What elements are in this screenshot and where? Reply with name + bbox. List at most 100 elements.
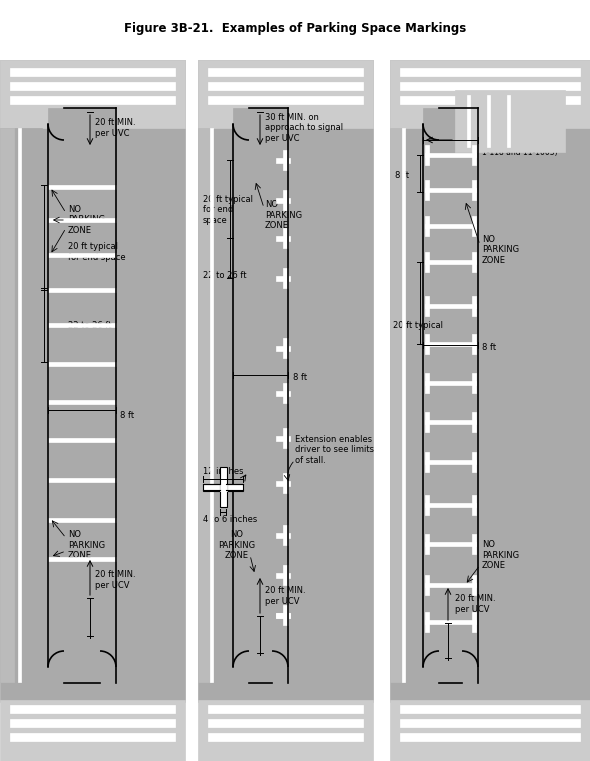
Bar [472,612,476,632]
Bar [425,188,476,192]
Bar [472,296,476,316]
Bar [198,700,373,761]
Bar [487,95,490,147]
Bar [48,362,116,366]
Bar [283,190,288,210]
Bar [0,128,42,682]
Bar [208,82,363,90]
Bar [423,108,478,683]
Bar [400,82,580,90]
Bar [400,733,580,741]
Bar [425,260,476,264]
Text: 8 ft: 8 ft [120,410,134,419]
Text: 20 ft MIN.
per UVC: 20 ft MIN. per UVC [95,118,136,138]
Bar [276,481,290,486]
Bar [48,478,116,482]
Text: 20 ft MIN.
per UCV: 20 ft MIN. per UCV [95,570,136,590]
Bar [283,605,288,625]
Bar [48,185,116,189]
Bar [425,612,429,632]
Bar [425,304,476,308]
Bar [208,719,363,727]
Bar [472,180,476,200]
Bar [472,495,476,515]
Bar [48,108,116,683]
Bar [425,583,476,587]
Bar [283,268,288,288]
Bar [276,573,290,578]
Bar [276,158,290,163]
Bar [203,484,243,491]
Bar [390,60,590,128]
Text: 20 ft typical
for end
space: 20 ft typical for end space [203,195,253,225]
Bar [233,108,288,683]
Bar [276,436,290,441]
Bar [10,705,175,713]
Text: NO
PARKING
ZONE: NO PARKING ZONE [482,540,519,570]
Bar [220,467,227,507]
Bar [283,428,288,448]
Bar [472,412,476,432]
Bar [402,128,405,682]
Text: 4 to 6 inches: 4 to 6 inches [203,515,257,524]
Text: 8 ft: 8 ft [293,374,307,383]
Bar [400,68,580,76]
Text: NO
PARKING
ZONE: NO PARKING ZONE [218,530,255,560]
Bar [283,228,288,248]
Bar [48,438,116,442]
Bar [425,180,429,200]
Bar [425,252,429,272]
Bar [198,60,373,128]
Bar [208,733,363,741]
Bar [455,90,565,152]
Bar [48,323,116,327]
Bar [0,700,185,761]
Bar [283,338,288,358]
Bar [283,383,288,403]
Text: Sidewalk: Sidewalk [458,98,496,107]
Bar [208,705,363,713]
Bar [210,128,213,682]
Bar [425,145,429,165]
Bar [425,575,429,595]
Bar [276,613,290,618]
Bar [208,68,363,76]
Bar [48,288,116,292]
Text: 20 ft typical
for end space: 20 ft typical for end space [68,242,126,262]
Text: 20 ft MIN.
from unmarked
crosswalk
(see UVC Sections
1-118 and 11-1003): 20 ft MIN. from unmarked crosswalk (see … [482,107,558,158]
Bar [425,153,476,157]
Bar [472,575,476,595]
Bar [425,534,429,554]
Bar [390,60,590,702]
Bar [472,334,476,354]
Bar [425,296,429,316]
Bar [467,95,470,147]
Text: Figure 3B-21.  Examples of Parking Space Markings: Figure 3B-21. Examples of Parking Space … [124,22,466,35]
Bar [198,60,373,702]
Text: NO
PARKING
ZONE: NO PARKING ZONE [265,200,302,230]
Bar [276,533,290,538]
Bar [48,218,116,222]
Bar [283,150,288,170]
Bar [425,381,476,385]
Bar [472,216,476,236]
Bar [425,620,476,624]
Bar [0,60,185,128]
Text: 12 inches: 12 inches [203,467,244,476]
Text: 8 ft: 8 ft [395,170,409,180]
Text: 20 ft typical: 20 ft typical [393,320,443,330]
Bar [283,525,288,545]
Text: NO
PARKING
ZONE: NO PARKING ZONE [482,235,519,265]
Text: NO
PARKING
ZONE: NO PARKING ZONE [68,205,105,235]
Bar [48,557,116,561]
Bar [276,198,290,203]
Bar [425,460,476,464]
Bar [276,391,290,396]
Bar [0,60,185,702]
Bar [10,96,175,104]
Bar [472,452,476,472]
Bar [425,495,429,515]
Text: 22 to 26 ft: 22 to 26 ft [68,320,112,330]
Bar [276,346,290,351]
Bar [283,473,288,493]
